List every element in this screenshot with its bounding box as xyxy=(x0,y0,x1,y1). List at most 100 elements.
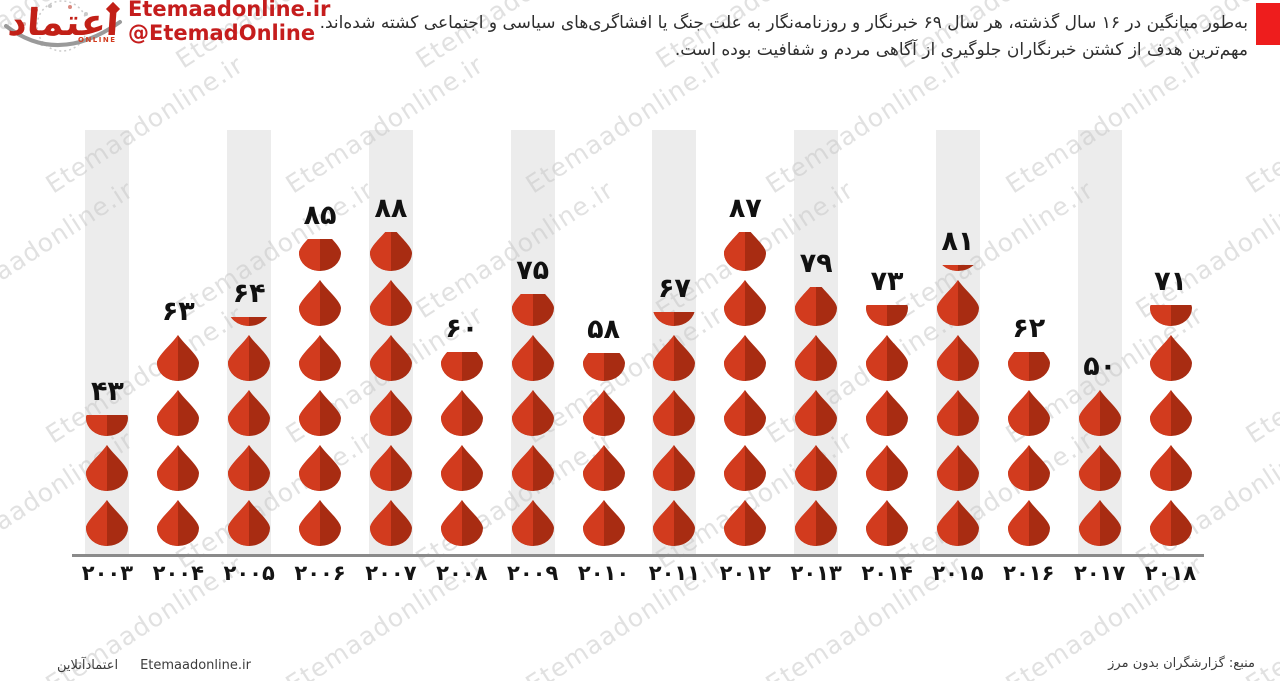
blood-drop-icon xyxy=(511,500,554,546)
blood-drop xyxy=(936,280,980,326)
drop-stack: ۵۸ xyxy=(568,316,639,546)
blood-drop-icon xyxy=(299,500,342,546)
blood-drop xyxy=(440,500,484,546)
blood-drop xyxy=(440,445,484,491)
value-label: ۸۷ xyxy=(728,193,762,224)
year-label: ۲۰۱۷ xyxy=(1074,561,1126,585)
blood-drop-icon xyxy=(369,445,412,491)
blood-drop xyxy=(511,445,555,491)
chart-column: ۸۷ xyxy=(710,130,781,556)
value-label: ۶۲ xyxy=(1012,313,1046,344)
blood-drop xyxy=(511,500,555,546)
logo-online-label: ONLINE xyxy=(78,36,117,44)
chart-column: ۴۳ xyxy=(72,130,143,556)
blood-drop-icon xyxy=(582,445,625,491)
partial-blood-drop-icon xyxy=(723,232,767,271)
blood-drop-icon xyxy=(653,335,696,381)
blood-drop-icon xyxy=(1149,500,1192,546)
year-label: ۲۰۰۳ xyxy=(81,561,134,585)
social-handle-text: @EtemadOnline xyxy=(128,21,316,45)
blood-drop-icon xyxy=(724,280,767,326)
blood-drop-icon xyxy=(228,335,271,381)
drop-stack: ۶۴ xyxy=(214,280,285,546)
brand-calligraphy: اعتماد xyxy=(6,1,121,44)
blood-drop xyxy=(1078,445,1122,491)
chart-column: ۶۰ xyxy=(426,130,497,556)
year-label: ۲۰۰۵ xyxy=(223,561,275,585)
blood-drop xyxy=(794,390,838,436)
blood-drop xyxy=(85,445,129,491)
chart-column: ۶۴ xyxy=(214,130,285,556)
partial-blood-drop-icon xyxy=(369,232,413,271)
drop-stack: ۷۳ xyxy=(852,268,923,546)
blood-drop-icon xyxy=(1078,500,1121,546)
year-label: ۲۰۱۶ xyxy=(1003,561,1055,585)
chart-column: ۶۷ xyxy=(639,130,710,556)
footer-brand-url: Etemaadonline.ir xyxy=(140,658,251,673)
blood-drop-icon xyxy=(511,294,554,326)
blood-drop xyxy=(723,500,767,546)
blood-drop-icon xyxy=(299,335,342,381)
blood-drop-icon xyxy=(866,305,909,326)
blood-drop-icon xyxy=(653,445,696,491)
blood-drop-icon xyxy=(299,445,342,491)
blood-drop xyxy=(1007,445,1051,491)
chart-column: ۸۸ xyxy=(356,130,427,556)
blood-drop-icon xyxy=(724,390,767,436)
year-label: ۲۰۱۴ xyxy=(861,561,913,585)
blood-drop xyxy=(369,335,413,381)
blood-drop xyxy=(298,445,342,491)
blood-drop-icon xyxy=(440,390,483,436)
year-label: ۲۰۰۷ xyxy=(365,561,417,585)
blood-drop xyxy=(794,335,838,381)
value-label: ۷۱ xyxy=(1154,266,1188,297)
blood-drop xyxy=(865,335,909,381)
blood-drop xyxy=(227,445,271,491)
partial-blood-drop-icon xyxy=(1007,352,1051,381)
blood-drop-icon xyxy=(369,500,412,546)
partial-blood-drop-icon xyxy=(652,312,696,326)
chart-column: ۷۳ xyxy=(852,130,923,556)
blood-drop-icon xyxy=(795,287,838,326)
blood-drop-icon xyxy=(936,445,979,491)
year-label: ۲۰۱۰ xyxy=(577,561,630,585)
value-label: ۸۱ xyxy=(941,226,975,257)
chart-column: ۷۹ xyxy=(781,130,852,556)
blood-drop-icon xyxy=(942,265,974,271)
blood-drop xyxy=(1007,500,1051,546)
infographic-description: به‌طور میانگین در ۱۶ سال گذشته، هر سال ۶… xyxy=(319,13,1248,60)
blood-drop-icon xyxy=(299,239,342,271)
partial-blood-drop-icon xyxy=(865,305,909,326)
blood-drop xyxy=(723,445,767,491)
footer-source: منبع: گزارشگران بدون مرز xyxy=(1108,656,1255,671)
partial-blood-drop-icon xyxy=(794,287,838,326)
blood-drop xyxy=(794,500,838,546)
header-links: Etemaadonline.ir @EtemadOnline xyxy=(128,0,330,45)
year-axis-labels: ۲۰۰۳ ۲۰۰۴ ۲۰۰۵ ۲۰۰۶ ۲۰۰۷ ۲۰۰۸ ۲۰۰۹ ۲۰۱۰ ۲۰۱۱ ۲۰۱۲… xyxy=(72,561,1206,585)
blood-drop-icon xyxy=(582,390,625,436)
chart-column: ۶۳ xyxy=(143,130,214,556)
blood-drop xyxy=(369,390,413,436)
blood-drop-icon xyxy=(866,390,909,436)
year-label: ۲۰۱۸ xyxy=(1144,561,1197,585)
value-label: ۴۳ xyxy=(90,376,124,407)
blood-drop xyxy=(298,280,342,326)
blood-drop xyxy=(794,445,838,491)
chart-column: ۵۸ xyxy=(568,130,639,556)
drop-stack: ۶۳ xyxy=(143,298,214,546)
drop-stack: ۷۹ xyxy=(781,250,852,546)
blood-drop xyxy=(227,390,271,436)
chart-column: ۵۰ xyxy=(1064,130,1135,556)
site-url-text: Etemaadonline.ir xyxy=(128,0,331,21)
value-label: ۶۰ xyxy=(445,313,479,344)
blood-drop-icon xyxy=(511,390,554,436)
blood-drop xyxy=(865,390,909,436)
blood-drop xyxy=(1078,390,1122,436)
blood-drop xyxy=(440,390,484,436)
chart-column: ۶۲ xyxy=(993,130,1064,556)
value-label: ۵۸ xyxy=(587,314,621,345)
blood-drop xyxy=(652,500,696,546)
blood-drop xyxy=(723,335,767,381)
blood-drop xyxy=(298,335,342,381)
